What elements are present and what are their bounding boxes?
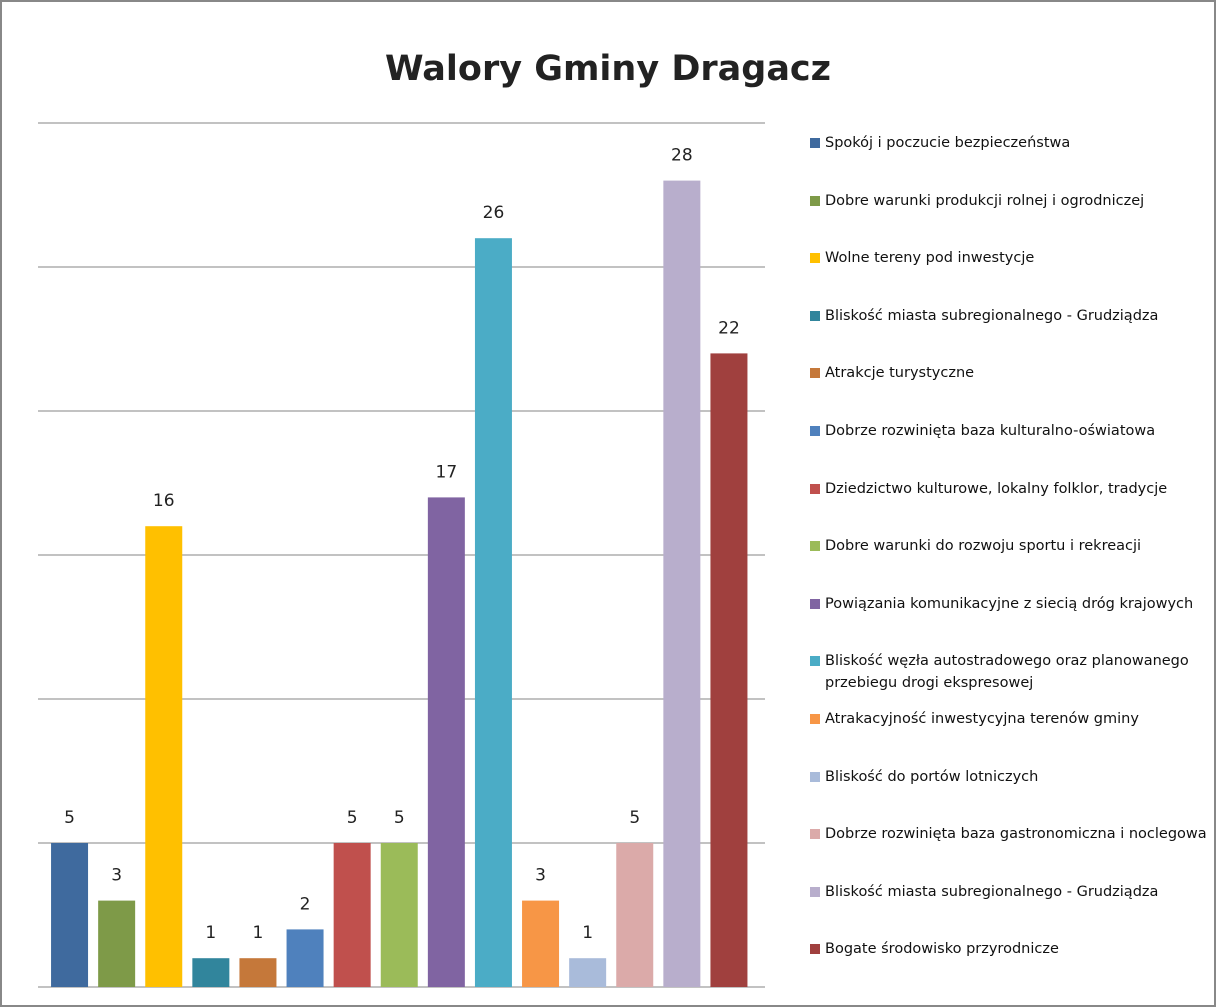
value-label: 5	[394, 808, 405, 828]
legend-item: Bogate środowisko przyrodnicze	[808, 938, 1208, 960]
legend-label: Dobrze rozwinięta baza gastronomiczna i …	[825, 826, 1207, 843]
legend-swatch	[810, 829, 820, 840]
bar	[51, 843, 89, 987]
bar	[380, 843, 418, 987]
legend-swatch	[810, 771, 820, 782]
legend-swatch	[810, 714, 820, 724]
legend-item: Powiązania komunikacyjne z siecią dróg k…	[808, 593, 1208, 615]
legend-swatch	[810, 598, 820, 609]
value-label: 3	[111, 866, 122, 886]
legend-label: Bliskość miasta subregionalnego - Grudzi…	[825, 307, 1159, 324]
legend-swatch	[810, 138, 820, 148]
legend-item: Dobrze rozwinięta baza gastronomiczna i …	[808, 823, 1208, 845]
value-label: 1	[582, 923, 593, 943]
legend-item: Dziedzictwo kulturowe, lokalny folklor, …	[808, 478, 1208, 500]
legend-swatch	[810, 310, 820, 321]
legend-label: Dziedzictwo kulturowe, lokalny folklor, …	[825, 480, 1168, 497]
legend-item: Bliskość miasta subregionalnego - Grudzi…	[808, 305, 1208, 327]
legend-item: Spokój i poczucie bezpieczeństwa	[808, 132, 1208, 154]
bar	[427, 497, 465, 987]
value-label: 3	[535, 866, 546, 886]
legend-label: Bliskość do portów lotniczych	[825, 768, 1039, 785]
value-label: 2	[300, 894, 311, 914]
legend-item: Dobre warunki do rozwoju sportu i rekrea…	[808, 535, 1208, 557]
legend-swatch	[810, 944, 820, 955]
legend-label: Wolne tereny pod inwestycje	[825, 250, 1035, 267]
legend-item: Dobre warunki produkcji rolnej i ogrodni…	[808, 190, 1208, 212]
legend-label: Dobre warunki do rozwoju sportu i rekrea…	[825, 538, 1142, 555]
bar	[145, 526, 183, 987]
legend-label: Atrakcje turystyczne	[825, 365, 975, 382]
legend-label: Bliskość miasta subregionalnego - Grudzi…	[825, 883, 1159, 900]
legend-swatch	[810, 195, 820, 206]
legend-item: Bliskość miasta subregionalnego - Grudzi…	[808, 881, 1208, 903]
value-label: 17	[436, 462, 458, 482]
legend-swatch	[810, 483, 820, 494]
bar	[333, 843, 371, 987]
value-label: 5	[629, 808, 640, 828]
bar	[192, 958, 230, 987]
value-label: 1	[205, 923, 216, 943]
legend-swatch	[810, 253, 820, 264]
value-label: 5	[347, 808, 358, 828]
legend-label: Bliskość węzła autostradowego oraz plano…	[825, 653, 1189, 692]
legend-swatch	[810, 368, 820, 379]
legend-swatch	[810, 656, 820, 667]
legend-swatch	[810, 886, 820, 897]
value-label: 16	[153, 491, 175, 511]
legend-label: Spokój i poczucie bezpieczeństwa	[825, 135, 1071, 151]
bar	[98, 900, 136, 987]
value-label: 28	[671, 146, 693, 166]
legend-label: Powiązania komunikacyjne z siecią dróg k…	[825, 595, 1194, 612]
bar	[663, 180, 701, 988]
legend-item: Wolne tereny pod inwestycje	[808, 247, 1208, 269]
legend-label: Atrakacyjność inwestycyjna terenów gminy	[825, 711, 1139, 727]
bar	[239, 958, 277, 987]
value-label: 22	[718, 318, 740, 338]
bar	[522, 900, 560, 987]
legend-swatch	[810, 541, 820, 552]
legend-item: Bliskość węzła autostradowego oraz plano…	[808, 650, 1208, 694]
bar	[710, 353, 748, 987]
bar	[286, 929, 324, 987]
chart-title: Walory Gminy Dragacz	[385, 49, 831, 89]
legend-label: Bogate środowisko przyrodnicze	[825, 941, 1059, 958]
legend-label: Dobrze rozwinięta baza kulturalno-oświat…	[825, 423, 1156, 439]
value-label: 5	[64, 808, 75, 828]
bar	[474, 238, 512, 987]
legend-label: Dobre warunki produkcji rolnej i ogrodni…	[825, 192, 1145, 209]
bar	[616, 843, 654, 987]
legend-item: Dobrze rozwinięta baza kulturalno-oświat…	[808, 420, 1208, 442]
legend-item: Atrakcje turystyczne	[808, 362, 1208, 384]
legend-item: Atrakacyjność inwestycyjna terenów gminy	[808, 708, 1208, 730]
legend-swatch	[810, 426, 820, 436]
value-label: 26	[483, 203, 505, 223]
bar	[569, 958, 607, 987]
legend-item: Bliskość do portów lotniczych	[808, 766, 1208, 788]
value-label: 1	[253, 923, 264, 943]
